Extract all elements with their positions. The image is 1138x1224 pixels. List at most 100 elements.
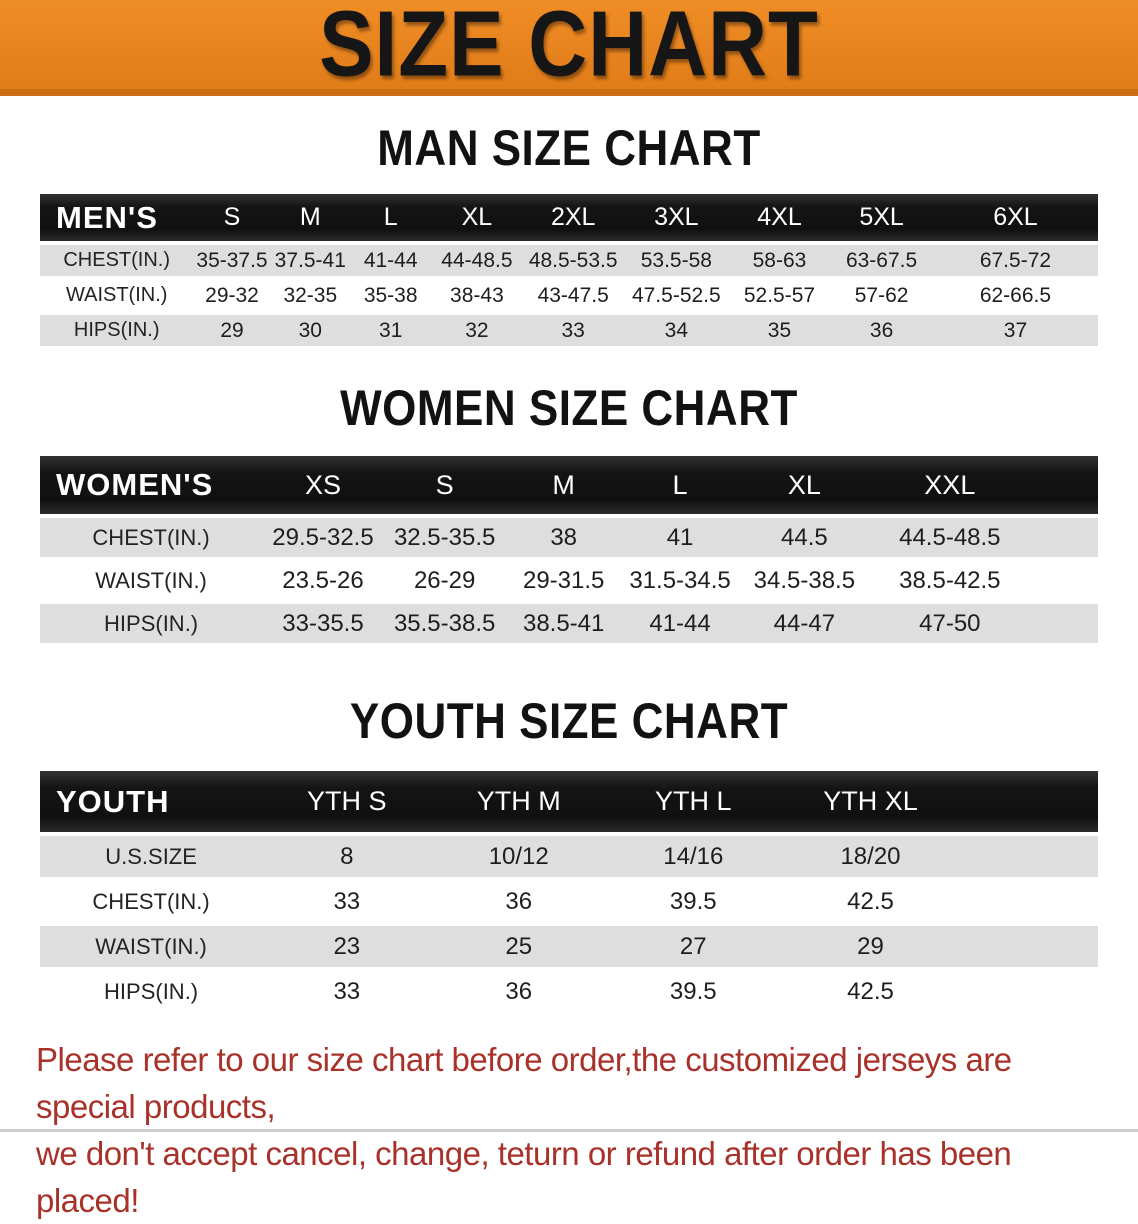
table-cell: 34.5-38.5 — [753, 566, 856, 594]
table-group-label: YOUTH — [40, 771, 263, 832]
table-cell: 36 — [505, 977, 533, 1005]
table-cell: 41 — [666, 523, 694, 551]
disclaimer-line-1: Please refer to our size chart before or… — [36, 1041, 1012, 1125]
table-row: WAIST(IN.) 29-32 32-35 35-38 38-43 43-47.5 47.… — [40, 280, 1098, 311]
table-group-label: WOMEN'S — [40, 456, 263, 514]
table-cell: 32 — [465, 318, 489, 342]
spacer-cell — [1029, 456, 1098, 514]
table-cell: 23.5-26 — [282, 566, 364, 594]
table-row: CHEST(IN.) 35-37.5 37.5-41 41-44 44-48.5 48.5… — [40, 245, 1098, 276]
table-cell: 35.5-38.5 — [393, 609, 496, 637]
table-cell: 29 — [857, 932, 884, 960]
table-cell: 25 — [505, 932, 533, 960]
table-cell: 32.5-35.5 — [393, 523, 496, 551]
table-cell: 36 — [869, 318, 894, 342]
table-cell: 18/20 — [840, 842, 901, 870]
table-cell: 38 — [550, 523, 578, 551]
table-cell: 63-67.5 — [845, 248, 918, 272]
size-column-header: L — [349, 194, 432, 241]
banner-title: SIZE CHART — [319, 0, 819, 95]
youth-size-table: YOUTH YTH S YTH M YTH L YTH XL U.S.SIZE 8 10/1… — [40, 767, 1098, 1016]
table-cell: 44.5-48.5 — [899, 523, 1001, 551]
spacer-cell — [960, 836, 1098, 877]
size-column-header: XS — [262, 456, 384, 514]
table-row: U.S.SIZE 8 10/12 14/16 18/20 — [40, 836, 1098, 877]
spacer-cell — [1029, 518, 1098, 557]
table-cell: 38.5-42.5 — [899, 566, 1001, 594]
size-column-header: XL — [738, 456, 871, 514]
row-label: WAIST(IN.) — [95, 567, 207, 593]
spacer-cell — [960, 771, 1098, 832]
size-column-header: M — [270, 194, 350, 241]
table-cell: 32-35 — [283, 283, 338, 307]
table-cell: 39.5 — [669, 977, 717, 1005]
table-cell: 10/12 — [488, 842, 549, 870]
table-cell: 37.5-41 — [274, 248, 346, 272]
table-cell: 44-47 — [773, 609, 836, 637]
table-cell: 35 — [767, 318, 792, 342]
table-row: HIPS(IN.) 33 36 39.5 42.5 — [40, 971, 1098, 1012]
table-cell: 35-38 — [363, 283, 418, 307]
table-cell: 29 — [220, 318, 244, 342]
size-column-header: 2XL — [522, 194, 624, 241]
size-column-header: 5XL — [830, 194, 933, 241]
row-label: HIPS(IN.) — [73, 319, 160, 341]
table-cell: 39.5 — [669, 887, 717, 915]
table-cell: 38-43 — [450, 283, 504, 307]
size-column-header: L — [621, 456, 739, 514]
table-cell: 57-62 — [854, 283, 909, 307]
table-cell: 33 — [333, 977, 361, 1005]
table-row: CHEST(IN.) 29.5-32.5 32.5-35.5 38 41 44.5 44.5… — [40, 518, 1098, 557]
table-cell: 31 — [379, 318, 403, 342]
table-cell: 23 — [333, 932, 361, 960]
table-cell: 42.5 — [847, 887, 894, 915]
table-cell: 33 — [333, 887, 361, 915]
row-label: CHEST(IN.) — [63, 249, 171, 271]
table-group-label: MEN'S — [40, 194, 194, 241]
size-column-header: 3XL — [623, 194, 729, 241]
size-column-header: YTH S — [262, 771, 432, 832]
table-row: WAIST(IN.) 23.5-26 26-29 29-31.5 31.5-34.5 34… — [40, 561, 1098, 600]
table-row: HIPS(IN.) 29 30 31 32 33 34 35 36 37 — [40, 315, 1098, 346]
table-cell: 36 — [505, 887, 533, 915]
row-label: WAIST(IN.) — [65, 284, 168, 306]
spacer-cell — [960, 881, 1098, 922]
row-label: CHEST(IN.) — [92, 524, 210, 550]
spacer-cell — [1029, 604, 1098, 643]
size-column-header: S — [193, 194, 271, 241]
table-cell: 34 — [664, 318, 689, 342]
table-header-row: YOUTH YTH S YTH M YTH L YTH XL — [40, 771, 1098, 832]
table-cell: 42.5 — [847, 977, 894, 1005]
size-chart-banner: SIZE CHART — [0, 0, 1138, 96]
row-label: U.S.SIZE — [105, 843, 197, 869]
table-cell: 14/16 — [663, 842, 724, 870]
size-column-header: S — [383, 456, 506, 514]
size-column-header: XXL — [870, 456, 1030, 514]
table-cell: 26-29 — [413, 566, 476, 594]
size-column-header: M — [505, 456, 622, 514]
table-row: WAIST(IN.) 23 25 27 29 — [40, 926, 1098, 967]
table-cell: 8 — [340, 842, 354, 870]
table-cell: 27 — [679, 932, 707, 960]
table-cell: 62-66.5 — [979, 283, 1052, 307]
women-size-chart-title: WOMEN SIZE CHART — [340, 380, 798, 437]
row-label: CHEST(IN.) — [92, 888, 210, 914]
spacer-cell — [960, 971, 1098, 1012]
spacer-cell — [1029, 561, 1098, 600]
table-cell: 30 — [298, 318, 322, 342]
table-cell: 38.5-41 — [522, 609, 605, 637]
man-size-chart-title: MAN SIZE CHART — [377, 120, 761, 177]
size-column-header: XL — [431, 194, 523, 241]
disclaimer-line-2: we don't accept cancel, change, teturn o… — [36, 1135, 1012, 1219]
table-cell: 67.5-72 — [979, 248, 1052, 272]
size-column-header: 6XL — [932, 194, 1098, 241]
size-column-header: YTH L — [606, 771, 781, 832]
size-column-header: YTH XL — [780, 771, 961, 832]
table-cell: 58-63 — [752, 248, 807, 272]
table-cell: 33-35.5 — [282, 609, 364, 637]
row-label: HIPS(IN.) — [104, 978, 199, 1004]
bottom-edge-line — [0, 1129, 1138, 1132]
row-label: WAIST(IN.) — [95, 933, 207, 959]
table-cell: 35-37.5 — [196, 248, 268, 272]
table-cell: 53.5-58 — [640, 248, 712, 272]
